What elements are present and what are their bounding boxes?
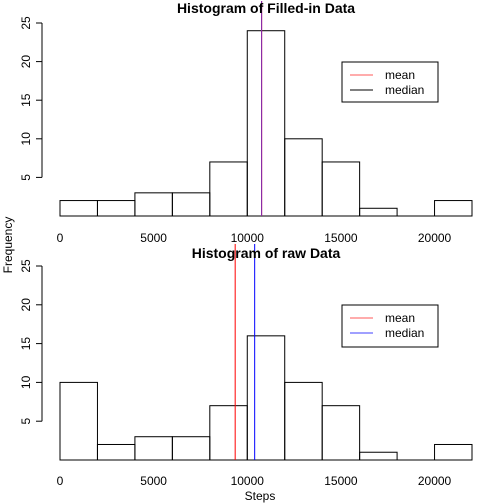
x-tick-label: 15000 bbox=[324, 231, 358, 245]
histogram-bar bbox=[209, 405, 248, 461]
histogram-bar bbox=[96, 200, 136, 217]
y-tick-label: 10 bbox=[19, 132, 33, 146]
histogram-bar bbox=[434, 443, 473, 461]
x-tick-label: 10000 bbox=[231, 474, 265, 488]
x-axis-label: Steps bbox=[245, 489, 276, 503]
histogram-bar bbox=[96, 443, 136, 461]
x-tick-label: 0 bbox=[57, 474, 64, 488]
x-tick-label: 5000 bbox=[140, 474, 167, 488]
legend-label-median: median bbox=[385, 83, 424, 97]
histogram-bar bbox=[359, 207, 398, 217]
histogram-bar bbox=[434, 200, 473, 217]
legend-box bbox=[341, 304, 439, 348]
x-tick-label: 20000 bbox=[418, 231, 452, 245]
y-tick-label: 20 bbox=[19, 55, 33, 69]
histogram-bar bbox=[321, 161, 361, 217]
y-tick-label: 25 bbox=[19, 16, 33, 30]
histogram-bar bbox=[246, 335, 286, 461]
histogram-bar bbox=[134, 436, 173, 461]
histogram-bar bbox=[171, 192, 211, 217]
histogram-bar bbox=[359, 451, 398, 461]
legend-label-median: median bbox=[385, 326, 424, 340]
x-tick-label: 5000 bbox=[140, 231, 167, 245]
legend-label-mean: mean bbox=[385, 311, 415, 325]
histogram-bar bbox=[246, 30, 286, 217]
histogram-panel-raw: 5 10 15 20 25 0 5000 10000 15000 20000 Histogram o… bbox=[19, 244, 473, 488]
legend-label-mean: mean bbox=[385, 68, 415, 82]
y-tick-label: 5 bbox=[19, 418, 33, 425]
x-tick-label: 20000 bbox=[418, 474, 452, 488]
x-tick-label: 10000 bbox=[231, 231, 265, 245]
histogram-bar bbox=[134, 192, 173, 217]
y-tick-label: 10 bbox=[19, 375, 33, 389]
y-tick-label: 5 bbox=[19, 174, 33, 181]
y-tick-label: 25 bbox=[19, 259, 33, 273]
x-tick-label: 0 bbox=[57, 231, 64, 245]
y-tick-label: 15 bbox=[19, 337, 33, 351]
histogram-bar bbox=[59, 200, 98, 217]
histogram-bar bbox=[284, 138, 323, 217]
histogram-bar bbox=[171, 436, 211, 461]
histogram-bar bbox=[321, 405, 361, 461]
y-axis-label: Frequency bbox=[1, 217, 15, 274]
y-tick-label: 15 bbox=[19, 93, 33, 107]
y-tick-label: 20 bbox=[19, 298, 33, 312]
histogram-bar bbox=[284, 381, 323, 461]
chart-title: Histogram of raw Data bbox=[192, 245, 341, 261]
x-tick-label: 15000 bbox=[324, 474, 358, 488]
histogram-bar bbox=[209, 161, 248, 217]
chart-title: Histogram of Filled-in Data bbox=[177, 0, 355, 16]
histogram-bar bbox=[59, 381, 98, 461]
histogram-panel-filled: 5 10 15 20 25 0 5000 10000 15000 20000 Histogram o… bbox=[19, 0, 473, 245]
legend-box bbox=[341, 61, 439, 103]
